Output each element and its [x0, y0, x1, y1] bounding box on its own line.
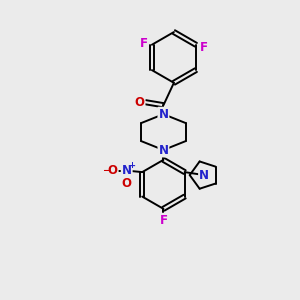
- Text: O: O: [108, 164, 118, 177]
- Text: F: F: [200, 41, 208, 54]
- Text: F: F: [159, 214, 167, 227]
- Text: F: F: [140, 37, 148, 50]
- Text: O: O: [122, 177, 132, 190]
- Text: O: O: [134, 96, 145, 109]
- Text: N: N: [158, 143, 168, 157]
- Text: N: N: [158, 108, 168, 121]
- Text: N: N: [122, 164, 132, 177]
- Text: −: −: [102, 166, 110, 175]
- Text: N: N: [199, 169, 209, 182]
- Text: +: +: [129, 161, 136, 170]
